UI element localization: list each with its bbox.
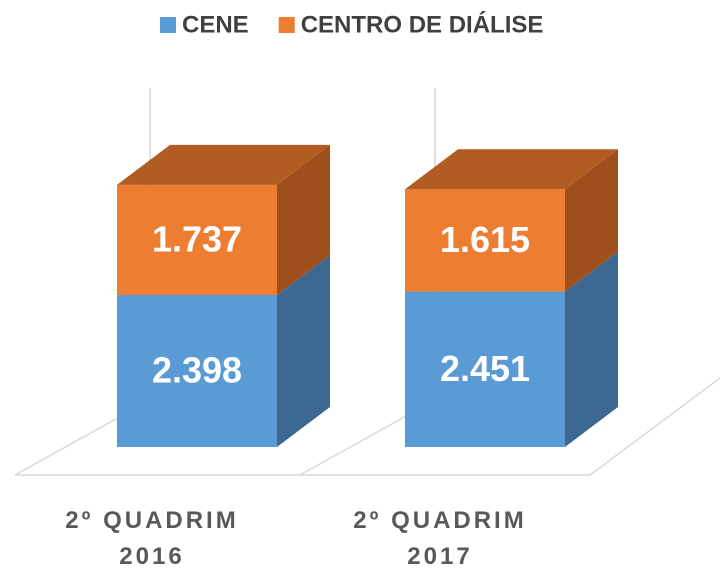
legend: CENE CENTRO DE DIÁLISE [160, 10, 543, 38]
data-label: 1.615 [440, 219, 530, 260]
bar-side [277, 254, 330, 447]
bar-side [565, 251, 618, 447]
bars: 2.398 1.737 2º QUADRIM 2016 2.451 1.615 2º QUA… [65, 144, 618, 568]
legend-swatch [160, 17, 176, 33]
bar [405, 189, 565, 292]
bar-top [117, 144, 330, 185]
bar [117, 294, 277, 447]
bar [405, 291, 565, 447]
x-tick-label: 2º QUADRIM 2017 [353, 507, 526, 568]
floor-edge [15, 377, 720, 476]
bar-side [277, 144, 330, 295]
data-label: 2.451 [440, 348, 530, 389]
bar-top [405, 149, 618, 190]
legend-label: CENE [182, 11, 249, 38]
bar [117, 184, 277, 295]
data-label: 1.737 [152, 218, 242, 259]
legend-label: CENTRO DE DIÁLISE [301, 10, 544, 38]
legend-swatch [278, 17, 295, 33]
x-tick-label: 2º QUADRIM 2016 [65, 507, 238, 568]
data-label: 2.398 [152, 349, 242, 390]
bar-side [565, 149, 618, 292]
